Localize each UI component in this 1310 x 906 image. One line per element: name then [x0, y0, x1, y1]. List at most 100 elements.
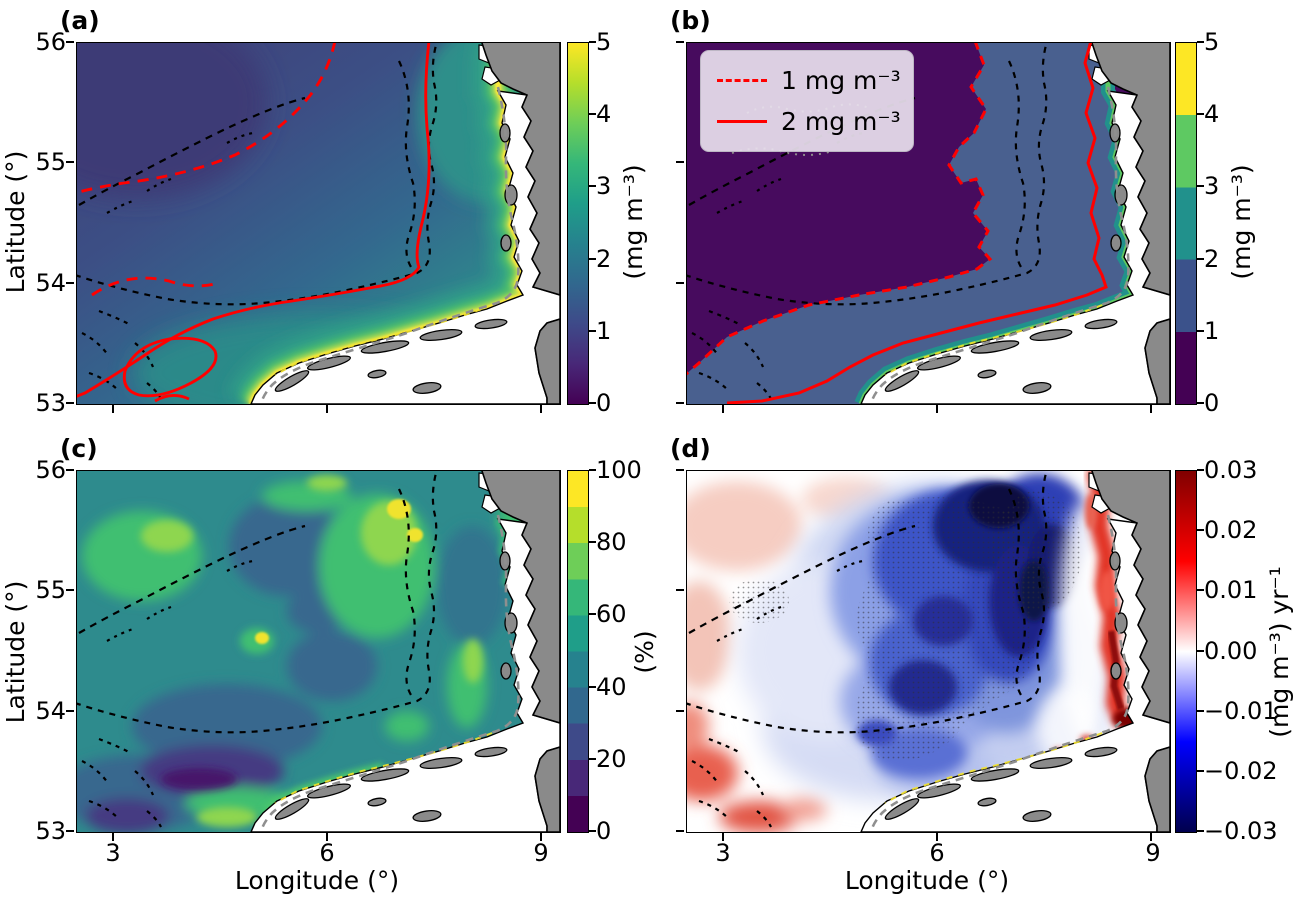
cbar-b-unit-label: (mg m⁻³): [1227, 164, 1256, 280]
lat-tick-label: 56: [35, 456, 66, 484]
tick-mark: [1197, 650, 1204, 652]
tick-mark: [589, 686, 596, 688]
tick-mark: [1197, 710, 1204, 712]
tick-mark: [1197, 469, 1204, 471]
cbar-c-tick: 20: [596, 745, 627, 773]
cbar-d-tick: 0.01: [1204, 576, 1258, 604]
colorbar-c: [567, 470, 589, 833]
lon-tick-label: 6: [929, 839, 945, 867]
panel-label-c: (c): [60, 434, 98, 463]
tick-mark: [1150, 833, 1152, 841]
cbar-d-tick: 0.03: [1204, 456, 1258, 484]
tick-mark: [1197, 185, 1204, 187]
tick-mark: [589, 758, 596, 760]
lat-tick-label: 53: [35, 389, 66, 417]
tick-mark: [676, 830, 684, 832]
y-axis-title-row1: Latitude (°): [1, 150, 30, 294]
legend-item-label: 2 mg m⁻³: [781, 107, 901, 137]
colorbar-d: [1175, 470, 1197, 833]
tick-mark: [589, 402, 596, 404]
legend-item: 2 mg m⁻³: [701, 107, 913, 136]
tick-mark: [66, 830, 74, 832]
cbar-d-tick: −0.02: [1204, 757, 1278, 785]
cbar-d-tick: 0.00: [1204, 637, 1258, 665]
panel-c-map: [76, 470, 561, 833]
tick-mark: [1197, 830, 1204, 832]
contour-legend: 1 mg m⁻³ 2 mg m⁻³: [700, 50, 914, 152]
cbar-a-tick: 1: [596, 317, 612, 345]
tick-mark: [722, 405, 724, 413]
tick-mark: [1150, 405, 1152, 413]
tick-mark: [540, 833, 542, 841]
red-dashed-line-swatch: [717, 78, 767, 82]
tick-mark: [676, 282, 684, 284]
panel-label-a: (a): [60, 6, 100, 35]
lat-tick-label: 56: [35, 28, 66, 56]
tick-mark: [326, 405, 328, 413]
tick-mark: [589, 541, 596, 543]
tick-mark: [589, 185, 596, 187]
tick-mark: [676, 161, 684, 163]
legend-item-label: 1 mg m⁻³: [781, 65, 901, 95]
panel-d-map: [686, 470, 1171, 833]
cbar-d-tick: 0.02: [1204, 516, 1258, 544]
legend-item: 1 mg m⁻³: [701, 66, 913, 95]
tick-mark: [589, 613, 596, 615]
tick-mark: [66, 41, 74, 43]
tick-mark: [1197, 330, 1204, 332]
x-axis-title-left: Longitude (°): [234, 866, 400, 895]
cbar-a-unit-label: (mg m⁻³): [619, 164, 648, 280]
panel-label-b: (b): [670, 6, 711, 35]
lat-tick-label: 55: [35, 148, 66, 176]
red-contours-a: [77, 43, 431, 403]
cbar-b-tick: 2: [1204, 245, 1220, 273]
tick-mark: [1197, 113, 1204, 115]
cbar-a-tick: 2: [596, 245, 612, 273]
tick-mark: [66, 282, 74, 284]
x-axis-title-right: Longitude (°): [844, 866, 1010, 895]
tick-mark: [1197, 770, 1204, 772]
tick-mark: [1197, 589, 1204, 591]
red-contours-b: [687, 43, 1108, 404]
tick-mark: [676, 402, 684, 404]
tick-mark: [66, 161, 74, 163]
tick-mark: [1197, 41, 1204, 43]
colorbar-a: [567, 42, 589, 405]
tick-mark: [676, 710, 684, 712]
lon-tick-label: 9: [533, 839, 549, 867]
cbar-a-tick: 4: [596, 100, 612, 128]
tick-mark: [1197, 258, 1204, 260]
tick-mark: [66, 710, 74, 712]
tick-mark: [1197, 402, 1204, 404]
y-axis-title-row2: Latitude (°): [1, 580, 30, 724]
cbar-d-unit-label: (mg m⁻³) yr⁻¹: [1265, 566, 1294, 738]
tick-mark: [722, 833, 724, 841]
tick-mark: [326, 833, 328, 841]
cbar-c-unit-label: (%): [630, 630, 659, 674]
tick-mark: [112, 405, 114, 413]
cbar-a-tick: 3: [596, 172, 612, 200]
tick-mark: [66, 589, 74, 591]
panel-a-map: [76, 42, 561, 405]
stipple-significance-overlay: [729, 491, 1082, 762]
cbar-b-tick: 0: [1204, 389, 1220, 417]
cbar-a-tick: 0: [596, 389, 612, 417]
tick-mark: [936, 833, 938, 841]
lon-tick-label: 6: [319, 839, 335, 867]
tick-mark: [1197, 529, 1204, 531]
tick-mark: [66, 469, 74, 471]
tick-mark: [936, 405, 938, 413]
colorbar-b: [1175, 42, 1197, 405]
tick-mark: [540, 405, 542, 413]
cbar-c-tick: 100: [596, 456, 642, 484]
tick-mark: [589, 258, 596, 260]
cbar-c-tick: 40: [596, 673, 627, 701]
tick-mark: [676, 41, 684, 43]
tick-mark: [589, 469, 596, 471]
lon-tick-label: 3: [105, 839, 121, 867]
cbar-b-tick: 5: [1204, 28, 1220, 56]
tick-mark: [589, 330, 596, 332]
cbar-c-tick: 80: [596, 528, 627, 556]
cbar-c-tick: 60: [596, 600, 627, 628]
